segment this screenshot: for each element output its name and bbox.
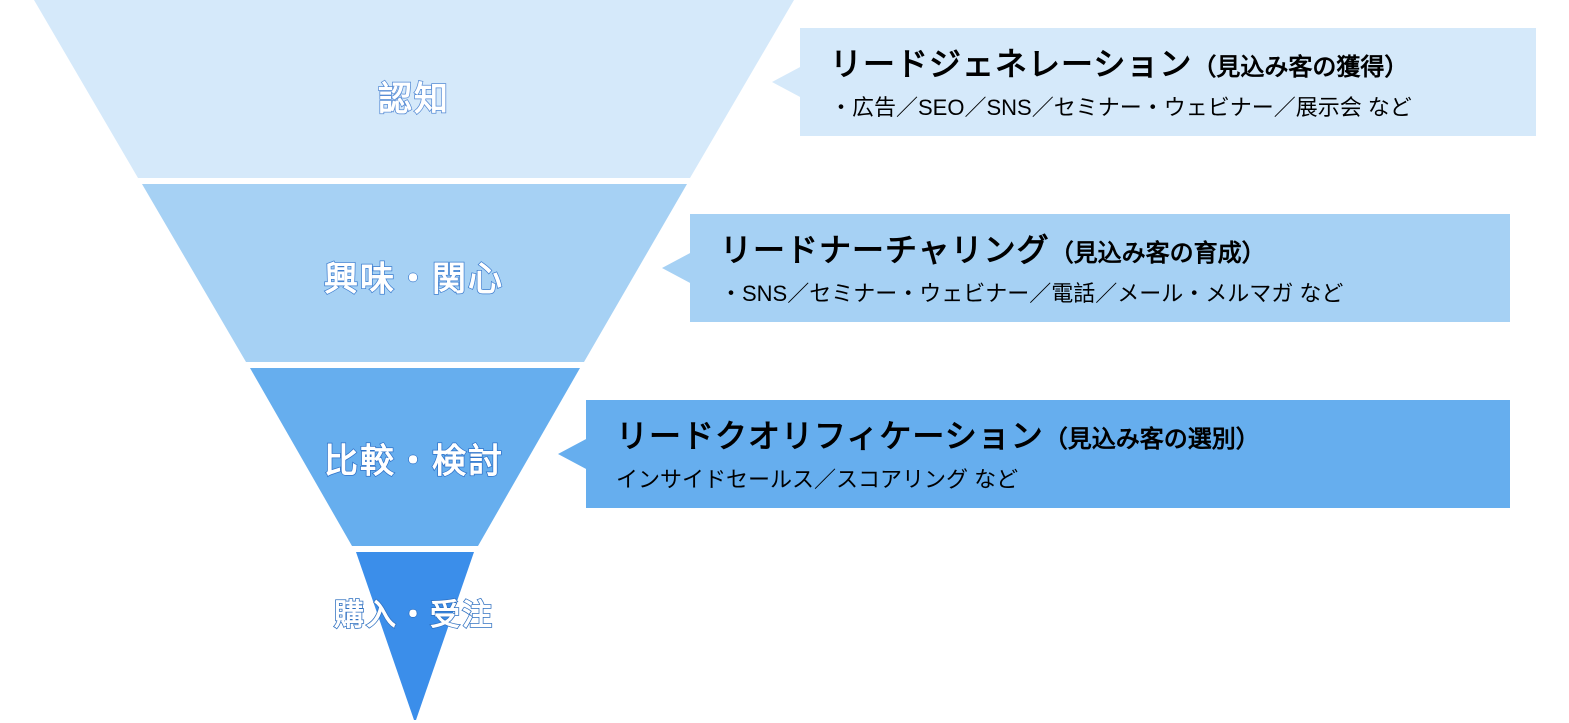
stage-label-purchase: 購入・受注 <box>334 590 494 634</box>
callout-title: リードナーチャリング（見込み客の育成） <box>720 230 1486 270</box>
stage-label-consideration: 比較・検討 <box>324 434 504 483</box>
callout-title: リードクオリフィケーション（見込み客の選別） <box>616 416 1486 456</box>
callout-title-main: リードジェネレーション <box>830 46 1192 82</box>
callout-title-sub: （見込み客の獲得） <box>1192 54 1408 81</box>
funnel-diagram: 認知 興味・関心 比較・検討 購入・受注 リードジェネレーション（見込み客の獲得… <box>0 0 1569 723</box>
callout-title-sub: （見込み客の選別） <box>1044 426 1260 453</box>
callout-detail: インサイドセールス／スコアリング など <box>616 462 1486 494</box>
stage-label-interest: 興味・関心 <box>324 252 504 301</box>
callout-title-main: リードナーチャリング <box>720 232 1050 268</box>
callout-title-sub: （見込み客の育成） <box>1050 240 1266 267</box>
callout-detail: ・広告／SEO／SNS／セミナー・ウェビナー／展示会 など <box>830 90 1512 122</box>
callout-detail: ・SNS／セミナー・ウェビナー／電話／メール・メルマガ など <box>720 276 1486 308</box>
callout-lead-nurturing: リードナーチャリング（見込み客の育成） ・SNS／セミナー・ウェビナー／電話／メ… <box>690 214 1510 322</box>
callout-lead-qualification: リードクオリフィケーション（見込み客の選別） インサイドセールス／スコアリング … <box>586 400 1510 508</box>
stage-label-awareness: 認知 <box>378 72 450 121</box>
callout-title: リードジェネレーション（見込み客の獲得） <box>830 44 1512 84</box>
callout-lead-generation: リードジェネレーション（見込み客の獲得） ・広告／SEO／SNS／セミナー・ウェ… <box>800 28 1536 136</box>
callout-title-main: リードクオリフィケーション <box>616 418 1044 454</box>
